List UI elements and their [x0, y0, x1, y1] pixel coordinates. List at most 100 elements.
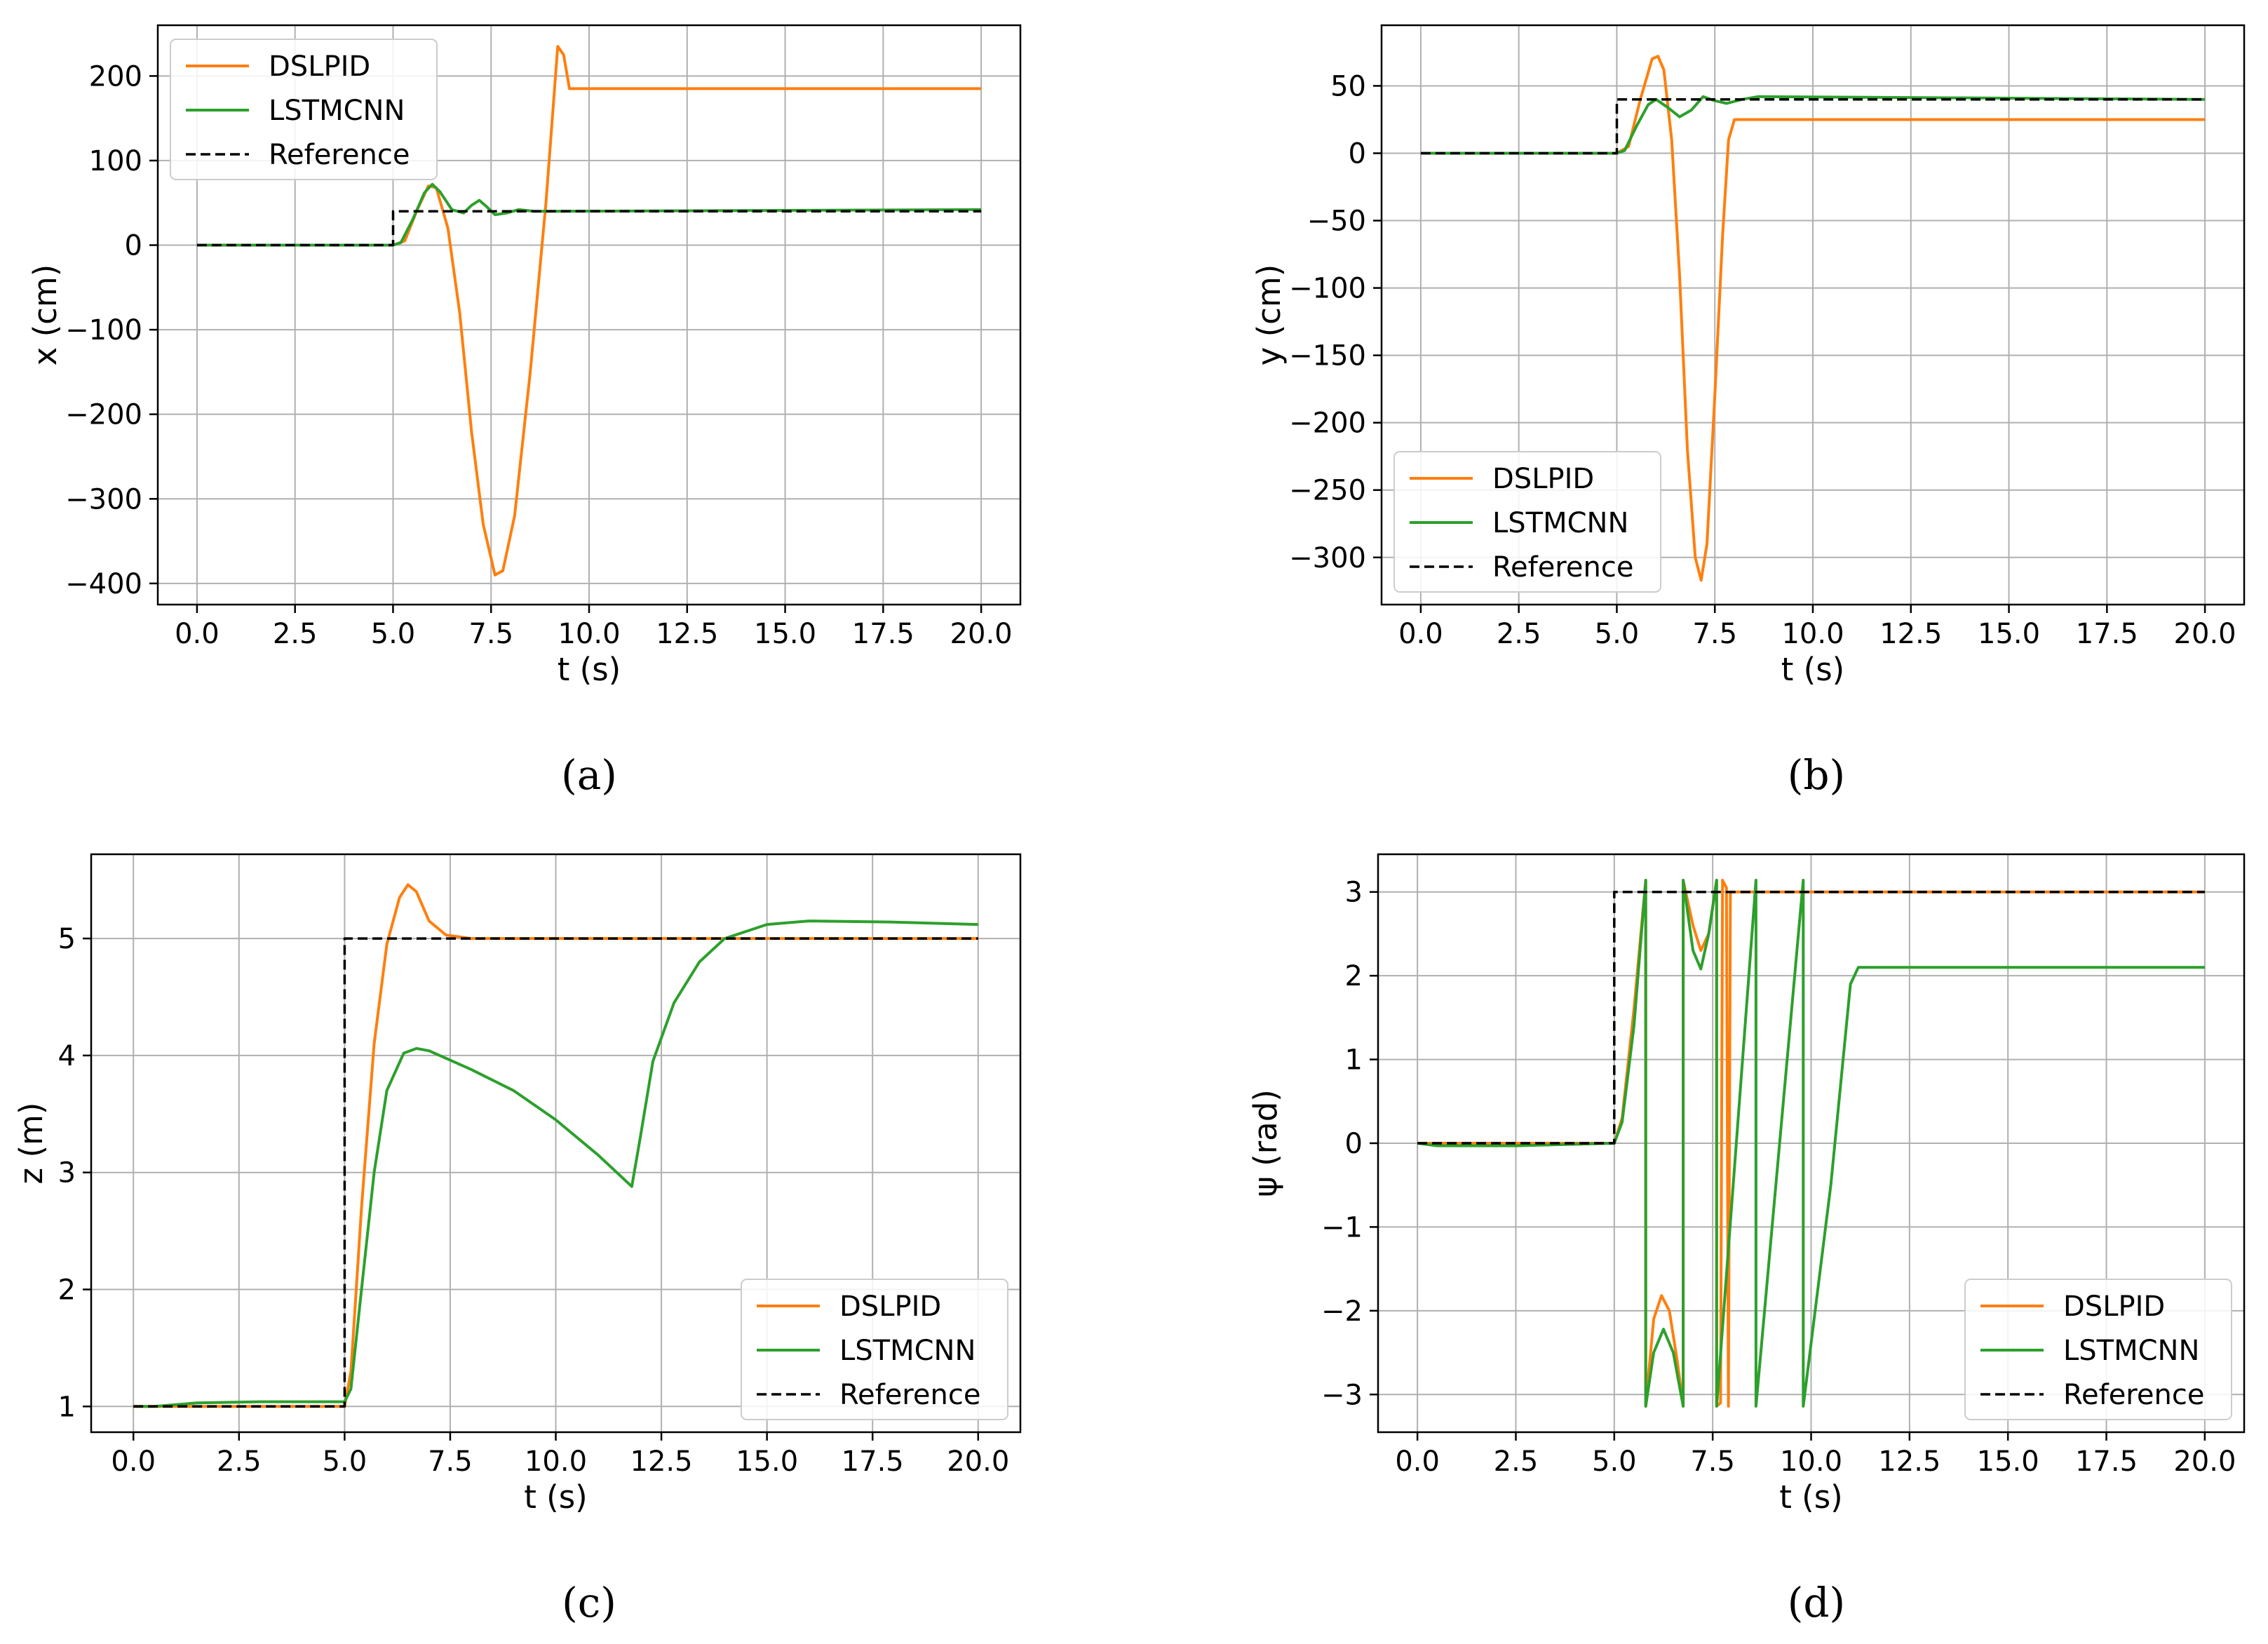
- plot-frame: [90, 853, 1022, 1434]
- y-tick-label: 3: [58, 1157, 76, 1190]
- x-tick-label: 7.5: [1692, 618, 1737, 650]
- plot-frame: [156, 24, 1022, 606]
- y-tick-label: −2: [1321, 1295, 1363, 1328]
- legend-label-reference: Reference: [269, 139, 410, 171]
- legend-box: [1964, 1279, 2232, 1420]
- y-tick-label: 2: [58, 1274, 76, 1307]
- series-group: [133, 883, 978, 1408]
- legend: DSLPID LSTMCNN Reference: [1964, 1279, 2232, 1420]
- chart-panel-b: 0.0 2.5 5.0 7.5 10.0 12.5 15.0 17.5 20.0 −300 −250…: [1250, 24, 2246, 799]
- x-tick-label: 7.5: [1690, 1446, 1735, 1478]
- x-tick-label: 0.0: [175, 618, 220, 650]
- y-tick-label: 5: [58, 923, 76, 955]
- y-tick-label: −200: [1289, 407, 1366, 440]
- series-line-lstmcnn: [1420, 95, 2206, 155]
- y-tick-label: −250: [1289, 475, 1366, 507]
- x-tick-label: 15.0: [754, 618, 816, 650]
- x-tick-label: 17.5: [2075, 1446, 2138, 1478]
- plot-frame: [1377, 853, 2246, 1434]
- legend-label-reference: Reference: [1492, 551, 1633, 584]
- x-tick-label: 5.0: [371, 618, 416, 650]
- y-tick-label: −3: [1321, 1379, 1363, 1411]
- x-axis-label: t (s): [1781, 651, 1845, 688]
- y-tick-label: −100: [1289, 273, 1366, 305]
- y-tick-label: 4: [58, 1040, 76, 1072]
- x-tick-label: 10.0: [558, 618, 620, 650]
- x-tick-label: 12.5: [1878, 1446, 1940, 1478]
- x-tick-label: 10.0: [1780, 1446, 1842, 1478]
- x-tick-label: 20.0: [2174, 618, 2236, 650]
- x-axis-label: t (s): [1779, 1478, 1843, 1516]
- y-tick-label: −200: [65, 399, 142, 431]
- panel-caption: (d): [1788, 1579, 1845, 1626]
- y-tick-label: −300: [65, 483, 142, 516]
- legend-box: [741, 1279, 1008, 1420]
- x-axis-label: t (s): [558, 651, 621, 688]
- x-tick-label: 7.5: [428, 1446, 473, 1478]
- chart-panel-c: 0.0 2.5 5.0 7.5 10.0 12.5 15.0 17.5 20.0 1 2 3 4 5 t (…: [13, 853, 1022, 1626]
- legend-label-dslpid: DSLPID: [2063, 1291, 2165, 1323]
- x-tick-label: 0.0: [111, 1446, 156, 1478]
- y-tick-label: −150: [1289, 340, 1366, 372]
- y-tick-label: −300: [1289, 542, 1366, 574]
- x-tick-label: 10.0: [525, 1446, 587, 1478]
- legend-box: [1393, 451, 1661, 593]
- x-tick-label: 17.5: [842, 1446, 904, 1478]
- x-tick-label: 12.5: [656, 618, 718, 650]
- panel-caption: (a): [561, 751, 617, 799]
- legend-label-lstmcnn: LSTMCNN: [839, 1335, 976, 1367]
- y-tick-label: −100: [65, 314, 142, 346]
- y-tick-label: 0: [125, 230, 142, 262]
- series-line-lstmcnn: [1417, 879, 2205, 1408]
- x-tick-label: 20.0: [950, 618, 1013, 650]
- x-tick-label: 15.0: [1978, 618, 2040, 650]
- x-tick-label: 10.0: [1781, 618, 1844, 650]
- legend: DSLPID LSTMCNN Reference: [741, 1279, 1008, 1420]
- x-tick-label: 17.5: [2076, 618, 2138, 650]
- panel-caption: (b): [1788, 751, 1845, 799]
- legend-label-dslpid: DSLPID: [1492, 463, 1594, 495]
- x-tick-label: 0.0: [1398, 618, 1443, 650]
- series-group: [1417, 879, 2205, 1408]
- y-tick-label: 0: [1345, 1128, 1363, 1160]
- x-tick-label: 17.5: [852, 618, 914, 650]
- legend-label-reference: Reference: [839, 1379, 980, 1411]
- x-tick-label: 12.5: [630, 1446, 693, 1478]
- series-line-dslpid: [133, 883, 978, 1408]
- y-axis-label: ψ (rad): [1247, 1089, 1284, 1197]
- x-tick-label: 2.5: [273, 618, 318, 650]
- x-tick-label: 12.5: [1879, 618, 1942, 650]
- series-line-dslpid: [1420, 55, 2206, 582]
- x-axis-label: t (s): [524, 1478, 588, 1516]
- y-tick-label: 0: [1349, 137, 1366, 170]
- legend-label-dslpid: DSLPID: [839, 1291, 941, 1323]
- y-tick-label: 3: [1345, 877, 1363, 909]
- series-group: [196, 45, 982, 577]
- legend: DSLPID LSTMCNN Reference: [1393, 451, 1661, 593]
- x-tick-label: 2.5: [217, 1446, 262, 1478]
- x-tick-label: 5.0: [323, 1446, 367, 1478]
- y-axis-label: x (cm): [27, 264, 64, 366]
- chart-panel-d: 0.0 2.5 5.0 7.5 10.0 12.5 15.0 17.5 20.0 −3 −2 −1 0 1…: [1247, 853, 2246, 1626]
- series-line-lstmcnn: [133, 919, 978, 1408]
- y-tick-label: −400: [65, 568, 142, 600]
- legend-label-lstmcnn: LSTMCNN: [1492, 507, 1628, 539]
- series-line-reference: [1417, 890, 2205, 1145]
- legend-label-lstmcnn: LSTMCNN: [2063, 1335, 2199, 1367]
- series-group: [1420, 55, 2206, 582]
- y-tick-label: 200: [89, 60, 142, 93]
- x-tick-label: 5.0: [1592, 1446, 1637, 1478]
- x-tick-label: 2.5: [1497, 618, 1541, 650]
- y-tick-label: 1: [1345, 1044, 1363, 1077]
- y-tick-label: 50: [1330, 70, 1366, 102]
- chart-panel-a: 0.0 2.5 5.0 7.5 10.0 12.5 15.0 17.5 20.0 −400 −300…: [27, 24, 1022, 799]
- series-line-reference: [1420, 97, 2206, 155]
- x-tick-label: 5.0: [1595, 618, 1640, 650]
- x-tick-label: 15.0: [1977, 1446, 2039, 1478]
- series-line-reference: [133, 937, 978, 1408]
- legend-label-dslpid: DSLPID: [269, 50, 370, 83]
- y-tick-label: 100: [89, 145, 142, 177]
- y-tick-label: 2: [1345, 960, 1363, 992]
- x-tick-label: 2.5: [1494, 1446, 1539, 1478]
- legend-box: [170, 39, 438, 180]
